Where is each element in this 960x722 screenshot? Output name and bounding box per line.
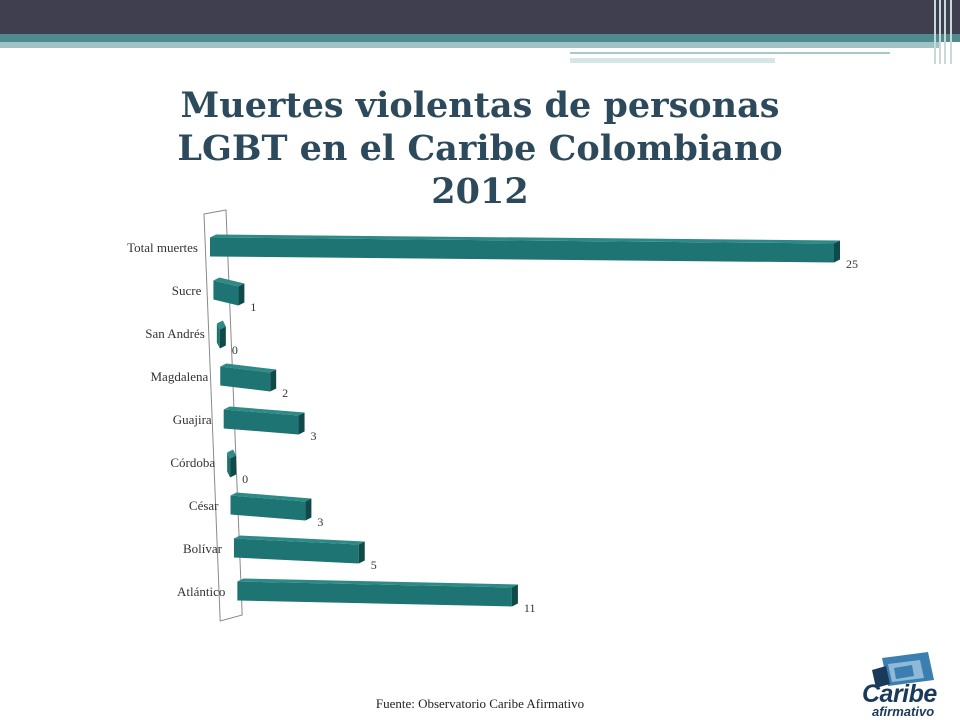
chart-title: Muertes violentas de personas LGBT en el… bbox=[150, 84, 810, 213]
bar-top bbox=[213, 277, 245, 287]
logo-film-icon bbox=[872, 652, 934, 688]
bar bbox=[216, 323, 220, 349]
bar bbox=[223, 409, 299, 435]
logo-text: Caribe bbox=[862, 680, 937, 708]
value-label: 0 bbox=[242, 472, 248, 486]
corner-decoration bbox=[930, 0, 960, 64]
bar-top bbox=[233, 535, 365, 545]
bar-end bbox=[358, 541, 365, 564]
bar-top bbox=[223, 406, 305, 416]
chart-title-line: LGBT en el Caribe Colombiano bbox=[177, 128, 783, 169]
axis-wall bbox=[203, 209, 243, 622]
teal-band bbox=[0, 34, 960, 42]
value-label: 3 bbox=[317, 515, 323, 529]
category-label: Bolívar bbox=[183, 541, 223, 556]
category-label: Atlántico bbox=[177, 584, 225, 599]
bar bbox=[227, 452, 231, 478]
bar bbox=[220, 366, 271, 392]
bar-top bbox=[237, 578, 518, 588]
bar bbox=[230, 495, 306, 521]
bar bbox=[213, 280, 239, 306]
category-label: Guajira bbox=[173, 412, 212, 427]
logo-subtext: afirmativo bbox=[872, 704, 935, 719]
bar-top bbox=[216, 320, 226, 330]
value-label: 3 bbox=[311, 429, 317, 443]
light-band bbox=[0, 42, 940, 48]
bar bbox=[233, 538, 359, 564]
value-label: 5 bbox=[371, 558, 377, 572]
bar-end bbox=[219, 326, 226, 349]
value-label: 0 bbox=[232, 343, 238, 357]
category-label: San Andrés bbox=[145, 326, 205, 341]
bar-top bbox=[230, 492, 312, 502]
light-band-line bbox=[570, 52, 890, 54]
bar-end bbox=[238, 283, 245, 306]
category-label: Magdalena bbox=[150, 369, 208, 384]
source-note: Fuente: Observatorio Caribe Afirmativo bbox=[375, 696, 585, 711]
bar bbox=[210, 237, 834, 263]
bar-end bbox=[305, 498, 312, 521]
caribe-afirmativo-logo: Caribe afirmativo bbox=[858, 652, 958, 719]
chart-title-line: Muertes violentas de personas bbox=[180, 85, 780, 126]
bar-end bbox=[230, 455, 237, 478]
value-label: 1 bbox=[250, 300, 256, 314]
bar-end bbox=[511, 584, 518, 607]
bar-top bbox=[210, 234, 840, 244]
category-label: Córdoba bbox=[170, 455, 215, 470]
value-label: 2 bbox=[282, 386, 288, 400]
value-label: 25 bbox=[846, 257, 858, 271]
bar-end bbox=[834, 240, 840, 263]
bar bbox=[237, 581, 512, 607]
bar-top bbox=[227, 449, 237, 459]
bar-end bbox=[270, 369, 277, 392]
category-label: César bbox=[189, 498, 219, 513]
top-band bbox=[0, 0, 960, 34]
category-label: Sucre bbox=[172, 283, 202, 298]
bar-end bbox=[298, 412, 305, 435]
category-label: Total muertes bbox=[127, 240, 198, 255]
bar-top bbox=[220, 363, 277, 373]
chart-title-line: 2012 bbox=[431, 171, 529, 212]
value-label: 11 bbox=[524, 601, 536, 615]
light-band-line bbox=[570, 58, 775, 63]
